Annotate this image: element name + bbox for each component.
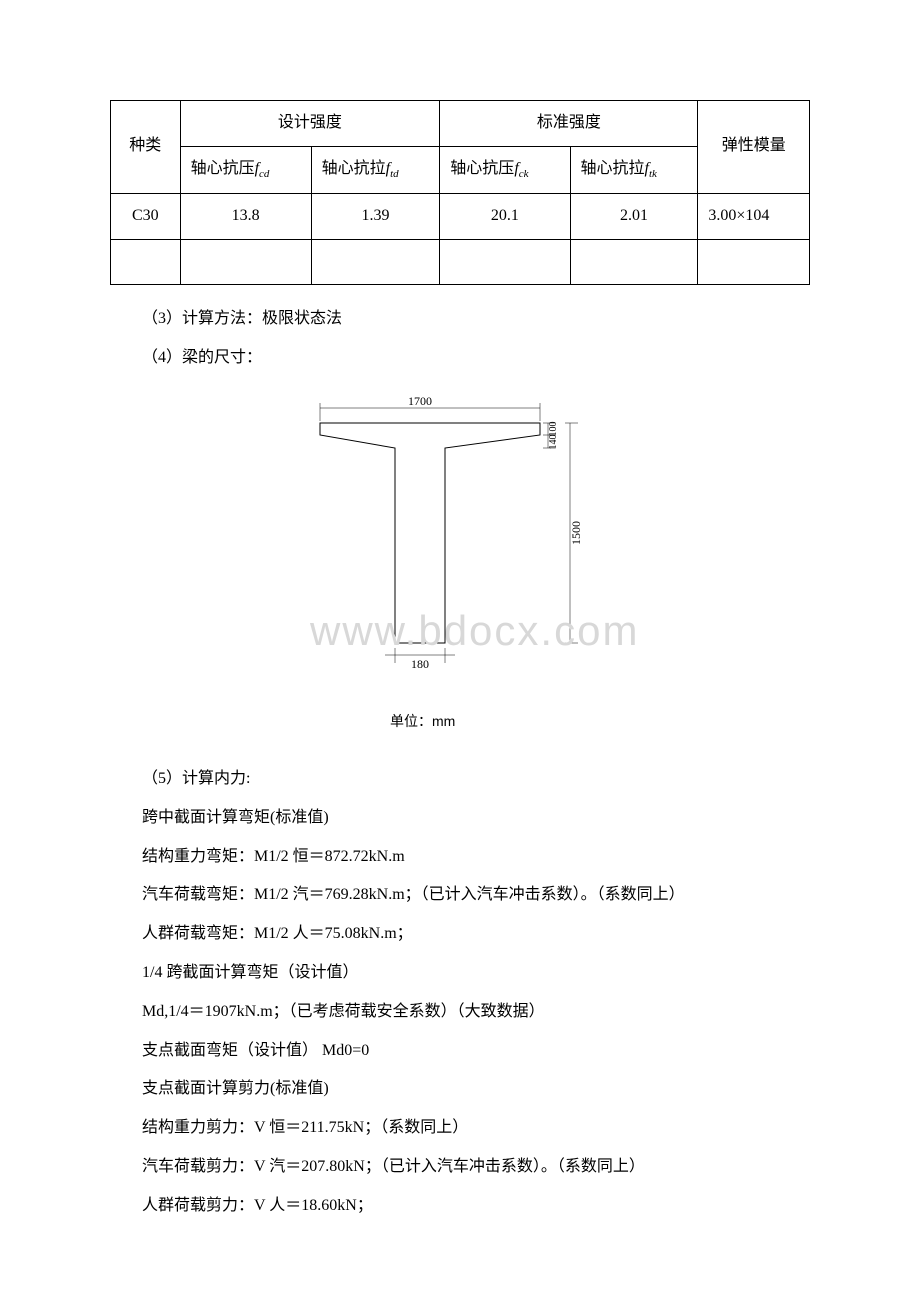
cell-fck: 20.1 [440,193,570,239]
beam-outline [320,423,540,643]
cell-ftd: 1.39 [311,193,440,239]
cell-modulus: 3.00×104 [698,193,810,239]
header-standard-strength: 标准强度 [440,101,698,147]
paragraph-12: 支点截面弯矩（设计值） Md0=0 [110,1037,810,1066]
sub-ftk: 轴心抗拉ftk [570,146,698,193]
paragraph-5: （5）计算内力: [110,765,810,794]
paragraph-4: （4）梁的尺寸： [110,344,810,373]
header-type: 种类 [111,101,181,194]
cell-ftk: 2.01 [570,193,698,239]
sub-fck: 轴心抗压fck [440,146,570,193]
paragraph-7: 结构重力弯矩：M1/2 恒＝872.72kN.m [110,843,810,872]
paragraph-16: 人群荷载剪力：V 人＝18.60kN； [110,1192,810,1221]
paragraph-3: （3）计算方法：极限状态法 [110,305,810,334]
header-design-strength: 设计强度 [180,101,440,147]
t-beam-svg: 1700 100 140 1500 180 [280,393,660,693]
paragraph-15: 汽车荷载剪力：V 汽＝207.80kN；（已计入汽车冲击系数）。（系数同上） [110,1153,810,1182]
dim-1500: 1500 [569,521,583,545]
strength-table: 种类 设计强度 标准强度 弹性模量 轴心抗压fcd 轴心抗拉ftd 轴心抗压fc… [110,100,810,285]
cell-label: C30 [111,193,181,239]
paragraph-9: 人群荷载弯矩：M1/2 人＝75.08kN.m； [110,920,810,949]
paragraph-8: 汽车荷载弯矩：M1/2 汽＝769.28kN.m；（已计入汽车冲击系数）。（系数… [110,881,810,910]
paragraph-11: Md,1/4＝1907kN.m；（已考虑荷载安全系数）（大致数据） [110,998,810,1027]
paragraph-10: 1/4 跨截面计算弯矩（设计值） [110,959,810,988]
dim-140: 140 [548,434,559,449]
unit-label: 单位：mm [390,709,680,735]
cell-fcd: 13.8 [180,193,311,239]
sub-ftd: 轴心抗拉ftd [311,146,440,193]
dim-1700: 1700 [408,394,432,408]
paragraph-13: 支点截面计算剪力(标准值) [110,1075,810,1104]
beam-diagram: 1700 100 140 1500 180 www.bdocx.com 单位：m… [260,393,680,735]
table-row-empty [111,239,810,285]
dim-180: 180 [411,657,429,671]
sub-fcd: 轴心抗压fcd [180,146,311,193]
paragraph-6: 跨中截面计算弯矩(标准值) [110,804,810,833]
table-row: C30 13.8 1.39 20.1 2.01 3.00×104 [111,193,810,239]
paragraph-14: 结构重力剪力：V 恒＝211.75kN；（系数同上） [110,1114,810,1143]
header-elastic-modulus: 弹性模量 [698,101,810,194]
dim-100: 100 [548,421,559,436]
